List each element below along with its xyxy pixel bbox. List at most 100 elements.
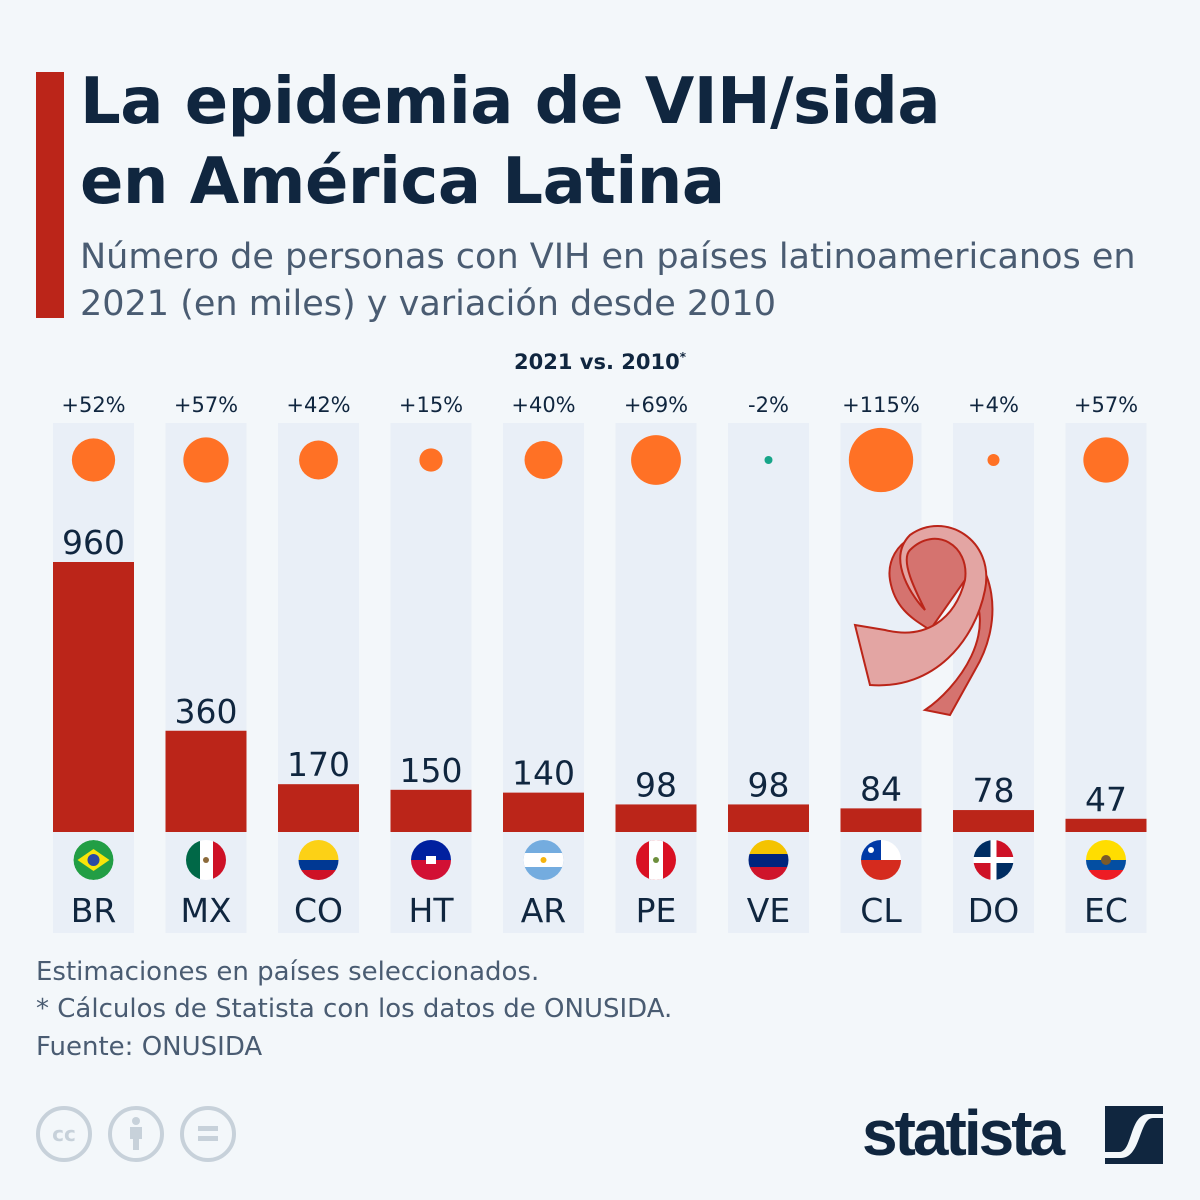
change-label: +52% xyxy=(61,393,125,417)
subtitle: Número de personas con VIH en países lat… xyxy=(80,237,1136,324)
flag-stripe xyxy=(298,870,339,880)
brand-text: statista xyxy=(862,1097,1065,1169)
notes: Estimaciones en países seleccionados. * … xyxy=(36,954,672,1028)
change-dot xyxy=(764,456,773,464)
flag-do xyxy=(973,840,1014,880)
bar xyxy=(503,792,584,832)
value-label: 84 xyxy=(860,769,902,808)
flag-stripe xyxy=(411,840,451,860)
flag-mx xyxy=(186,840,226,880)
statista-logo[interactable]: statista xyxy=(862,1096,1065,1170)
change-dot xyxy=(848,427,914,493)
category-label: EC xyxy=(1084,891,1128,930)
change-label: +15% xyxy=(399,393,463,417)
flag-pe xyxy=(636,840,676,880)
change-dot xyxy=(987,454,1000,466)
legend-label: 2021 vs. 2010 xyxy=(514,350,680,374)
value-label: 140 xyxy=(512,754,575,793)
value-label: 960 xyxy=(62,523,125,562)
category-label: DO xyxy=(968,891,1019,930)
ribbon-front xyxy=(853,525,988,687)
attribution-icon[interactable] xyxy=(108,1106,164,1162)
bar xyxy=(390,789,472,832)
value-label: 78 xyxy=(973,771,1015,810)
title-accent-bar xyxy=(36,72,64,318)
cc-icon[interactable]: cc xyxy=(36,1106,92,1162)
change-label: +4% xyxy=(968,393,1019,417)
source: Fuente: ONUSIDA xyxy=(36,1032,263,1062)
flag-stripe xyxy=(1086,870,1126,880)
category-label: PE xyxy=(636,891,677,930)
no-derivatives-icon[interactable] xyxy=(180,1106,236,1162)
flag-stripe xyxy=(186,840,200,880)
flag-stripe xyxy=(298,840,339,860)
value-label: 47 xyxy=(1085,780,1127,819)
flag-stripe xyxy=(213,840,226,880)
bar xyxy=(840,808,922,832)
flag-br xyxy=(73,840,114,880)
bar xyxy=(278,784,359,832)
flag-stripe xyxy=(861,860,901,880)
category-label: HT xyxy=(409,891,455,930)
flag-emblem xyxy=(426,856,436,864)
title-line-1: La epidemia de VIH/sida xyxy=(80,65,941,139)
flag-stripe xyxy=(1086,840,1126,860)
change-dot xyxy=(299,440,338,480)
value-label: 98 xyxy=(635,765,677,804)
flag-stripe xyxy=(298,860,339,870)
page-title: La epidemia de VIH/sida en América Latin… xyxy=(80,62,941,222)
change-label: +57% xyxy=(1074,393,1138,417)
bar xyxy=(953,810,1034,832)
value-label: 150 xyxy=(400,751,463,790)
category-label: VE xyxy=(747,891,790,930)
value-label: 170 xyxy=(287,745,350,784)
chart: +52% 960 BR +57% 360 MX +42% 170 CO +15% 150 HT +40%… xyxy=(53,393,1147,930)
change-label: +57% xyxy=(174,393,238,417)
change-label: +42% xyxy=(286,393,350,417)
flag-star xyxy=(868,847,874,853)
flag-cl xyxy=(861,840,901,880)
category-label: MX xyxy=(180,891,231,930)
flag-stripe xyxy=(411,860,451,880)
change-dot xyxy=(1083,437,1129,483)
flag-emblem xyxy=(653,857,659,863)
ribbon-icon xyxy=(853,525,994,717)
value-label: 360 xyxy=(175,692,238,731)
bar xyxy=(728,804,809,832)
flag-stripe xyxy=(748,854,789,867)
change-label: +40% xyxy=(511,393,575,417)
change-label: -2% xyxy=(748,393,789,417)
legend-title: 2021 vs. 2010* xyxy=(0,350,1200,374)
note-1: Estimaciones en países seleccionados. xyxy=(36,957,540,987)
title-line-2: en América Latina xyxy=(80,145,725,219)
bar xyxy=(615,804,697,832)
flag-ec xyxy=(1086,840,1126,880)
change-label: +115% xyxy=(842,393,920,417)
flag-ht xyxy=(411,840,451,880)
change-dot xyxy=(71,438,116,482)
flag-globe xyxy=(87,854,100,866)
legend-marker: * xyxy=(679,350,686,364)
bar xyxy=(1065,818,1147,832)
flag-stripe xyxy=(748,867,789,880)
flag-ar xyxy=(523,840,564,880)
statista-logo-icon xyxy=(1105,1106,1163,1164)
flag-emblem xyxy=(203,857,209,863)
category-label: CL xyxy=(860,891,902,930)
flag-emblem xyxy=(1101,855,1111,865)
category-label: AR xyxy=(521,891,567,930)
category-label: BR xyxy=(71,891,117,930)
value-label: 98 xyxy=(748,765,790,804)
change-dot xyxy=(183,437,229,483)
equals-icon xyxy=(198,1126,218,1141)
person-icon xyxy=(130,1117,142,1150)
change-label: +69% xyxy=(624,393,688,417)
flag-co xyxy=(298,840,339,880)
flag-ve xyxy=(748,840,789,880)
cc-text: cc xyxy=(52,1122,76,1146)
bar xyxy=(165,730,247,832)
note-2: * Cálculos de Statista con los datos de … xyxy=(36,994,673,1024)
flag-sun xyxy=(540,857,547,863)
category-label: CO xyxy=(294,891,343,930)
bar xyxy=(53,562,134,832)
